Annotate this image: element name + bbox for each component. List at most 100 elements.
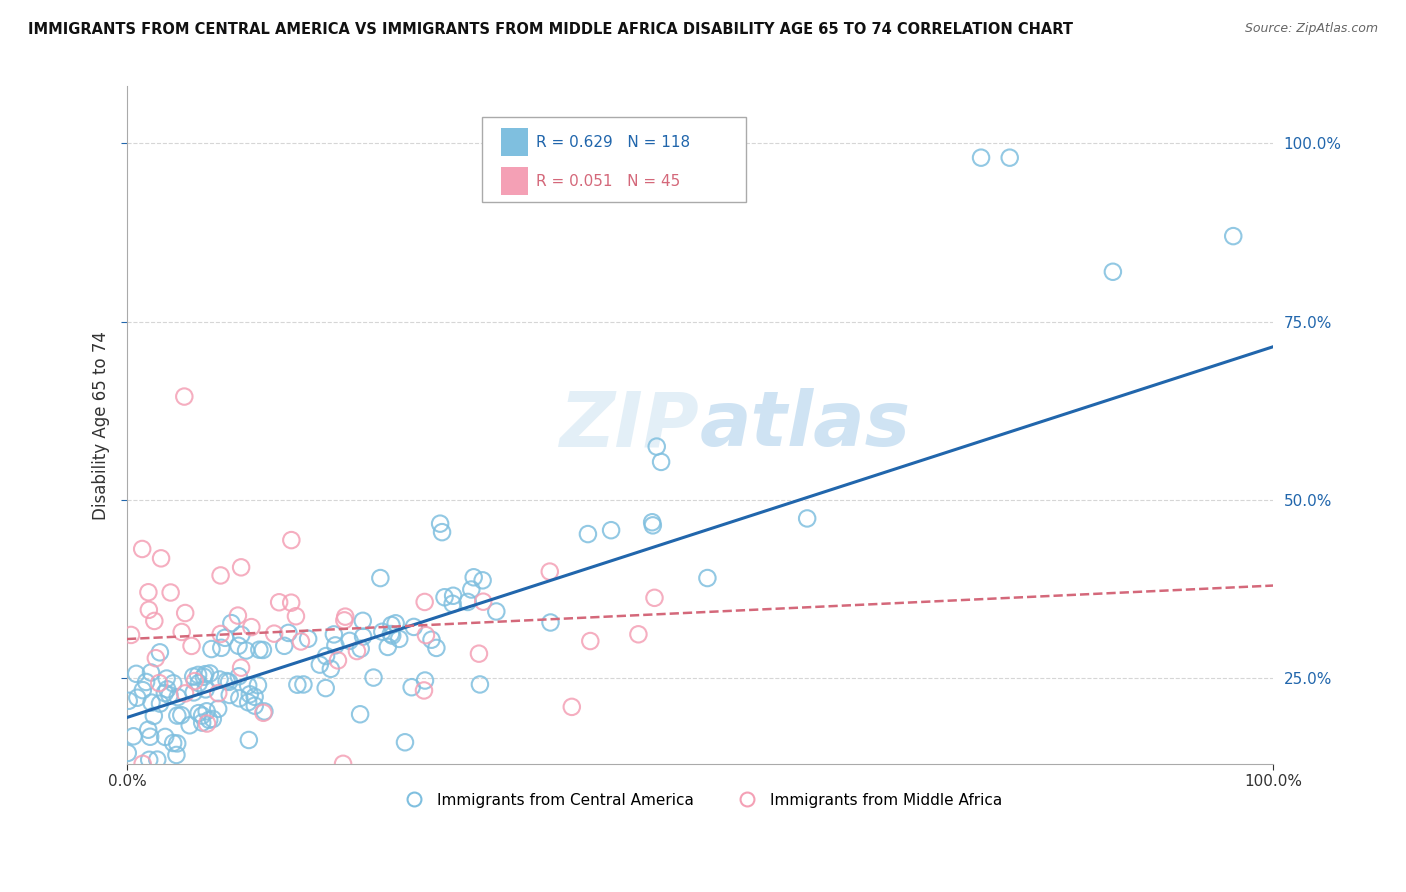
Point <box>209 640 232 655</box>
Point <box>297 632 319 646</box>
Point <box>269 595 291 609</box>
Point <box>627 627 650 641</box>
Point <box>333 613 356 627</box>
Point <box>153 730 176 744</box>
Point <box>472 595 495 609</box>
Point <box>187 676 209 690</box>
Point <box>441 597 464 611</box>
Point <box>247 642 270 657</box>
Point <box>138 603 160 617</box>
Point <box>363 671 385 685</box>
Point <box>401 680 423 694</box>
Point <box>413 683 436 698</box>
Point <box>184 674 207 689</box>
Point <box>181 669 204 683</box>
Point <box>166 690 188 705</box>
Point <box>538 565 561 579</box>
Point <box>209 627 232 641</box>
Point <box>277 626 299 640</box>
Point <box>280 596 302 610</box>
Point <box>159 585 181 599</box>
Point <box>122 729 145 743</box>
Point <box>159 688 181 702</box>
Point <box>463 570 485 584</box>
Point <box>179 718 201 732</box>
Point <box>576 527 599 541</box>
Point <box>471 574 494 588</box>
Text: atlas: atlas <box>700 388 911 462</box>
Point <box>173 390 195 404</box>
Point <box>240 620 263 634</box>
Point <box>162 676 184 690</box>
Point <box>208 673 231 687</box>
Point <box>413 673 436 688</box>
Point <box>420 632 443 647</box>
Text: Source: ZipAtlas.com: Source: ZipAtlas.com <box>1244 22 1378 36</box>
Point <box>381 629 404 643</box>
Point <box>118 694 141 708</box>
Point <box>377 640 399 654</box>
Point <box>485 605 508 619</box>
Point <box>290 634 312 648</box>
Point <box>148 676 170 690</box>
Text: ZIP: ZIP <box>561 388 700 462</box>
Point <box>346 644 368 658</box>
Point <box>131 541 153 556</box>
Point <box>145 651 167 665</box>
Point <box>187 706 209 720</box>
Point <box>280 533 302 547</box>
Point <box>350 641 373 656</box>
Point <box>139 665 162 680</box>
Point <box>253 705 276 719</box>
Point <box>243 690 266 704</box>
Point <box>325 639 347 653</box>
Point <box>218 688 240 702</box>
Point <box>156 682 179 697</box>
Point <box>319 662 342 676</box>
Point <box>696 571 718 585</box>
Point <box>193 670 215 684</box>
Point <box>195 716 218 731</box>
Point <box>339 633 361 648</box>
Point <box>180 639 202 653</box>
Point <box>229 560 252 574</box>
Point <box>796 511 818 525</box>
Point <box>394 735 416 749</box>
Point <box>641 515 664 529</box>
Point <box>292 677 315 691</box>
Point <box>138 753 160 767</box>
Point <box>191 708 214 723</box>
Point <box>207 686 229 700</box>
Point <box>579 634 602 648</box>
Point <box>183 685 205 699</box>
Point <box>352 630 374 644</box>
Point <box>457 595 479 609</box>
Point <box>460 582 482 597</box>
Point <box>243 698 266 713</box>
Point <box>132 683 155 698</box>
FancyBboxPatch shape <box>482 117 747 202</box>
Point <box>138 585 160 599</box>
Point <box>561 699 583 714</box>
Point <box>141 696 163 710</box>
Point <box>600 523 623 537</box>
Point <box>998 151 1021 165</box>
Point <box>125 666 148 681</box>
Point <box>433 591 456 605</box>
Point <box>187 668 209 682</box>
Point <box>215 674 238 689</box>
Point <box>263 626 285 640</box>
Point <box>468 647 491 661</box>
Point <box>127 690 149 705</box>
Text: R = 0.629   N = 118: R = 0.629 N = 118 <box>536 135 690 150</box>
Point <box>228 691 250 706</box>
Point <box>239 687 262 701</box>
Legend: Immigrants from Central America, Immigrants from Middle Africa: Immigrants from Central America, Immigra… <box>392 787 1008 814</box>
Point <box>284 609 307 624</box>
Point <box>238 679 260 693</box>
Point <box>308 657 330 672</box>
Point <box>650 455 672 469</box>
Text: R = 0.051   N = 45: R = 0.051 N = 45 <box>536 174 681 188</box>
Point <box>198 666 221 681</box>
Point <box>162 736 184 750</box>
